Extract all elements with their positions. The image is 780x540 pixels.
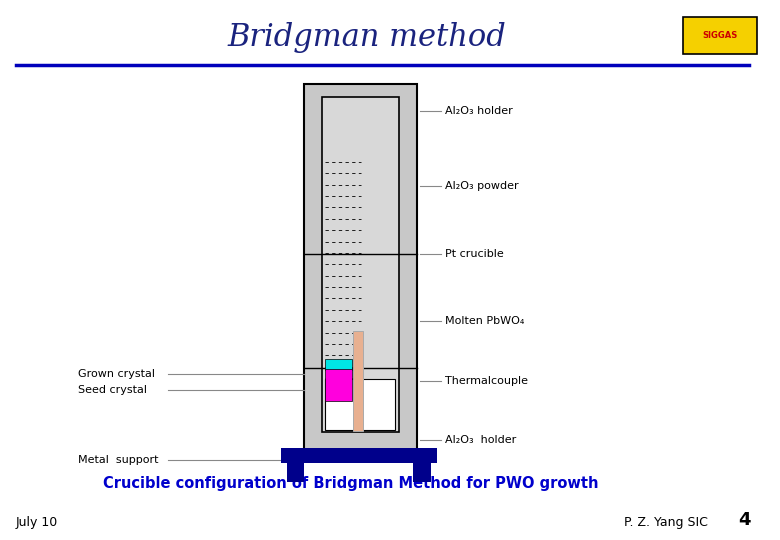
Text: SIGGAS: SIGGAS xyxy=(702,31,737,40)
Bar xyxy=(304,84,417,451)
Text: Seed crystal: Seed crystal xyxy=(78,385,147,395)
Bar xyxy=(682,17,757,54)
Text: Metal  support: Metal support xyxy=(78,455,158,465)
Bar xyxy=(325,359,352,370)
Bar xyxy=(413,461,431,482)
Text: Crucible configuration of Bridgman Method for PWO growth: Crucible configuration of Bridgman Metho… xyxy=(103,476,599,491)
Bar xyxy=(325,379,395,430)
Bar xyxy=(325,369,352,401)
Text: Al₂O₃ holder: Al₂O₃ holder xyxy=(445,106,512,116)
Text: Molten PbWO₄: Molten PbWO₄ xyxy=(445,316,524,326)
Text: P. Z. Yang SIC: P. Z. Yang SIC xyxy=(624,516,708,529)
Text: Pt crucible: Pt crucible xyxy=(445,249,503,259)
Text: Thermalcouple: Thermalcouple xyxy=(445,376,527,386)
Bar xyxy=(322,97,399,432)
Bar xyxy=(281,448,437,463)
Text: July 10: July 10 xyxy=(16,516,58,529)
Text: Bridgman method: Bridgman method xyxy=(227,22,506,53)
Bar xyxy=(287,461,304,482)
Text: Al₂O₃  holder: Al₂O₃ holder xyxy=(445,435,516,445)
Text: Al₂O₃ powder: Al₂O₃ powder xyxy=(445,181,518,191)
Text: Grown crystal: Grown crystal xyxy=(78,369,155,379)
Text: 4: 4 xyxy=(739,511,751,529)
Bar xyxy=(353,331,363,431)
